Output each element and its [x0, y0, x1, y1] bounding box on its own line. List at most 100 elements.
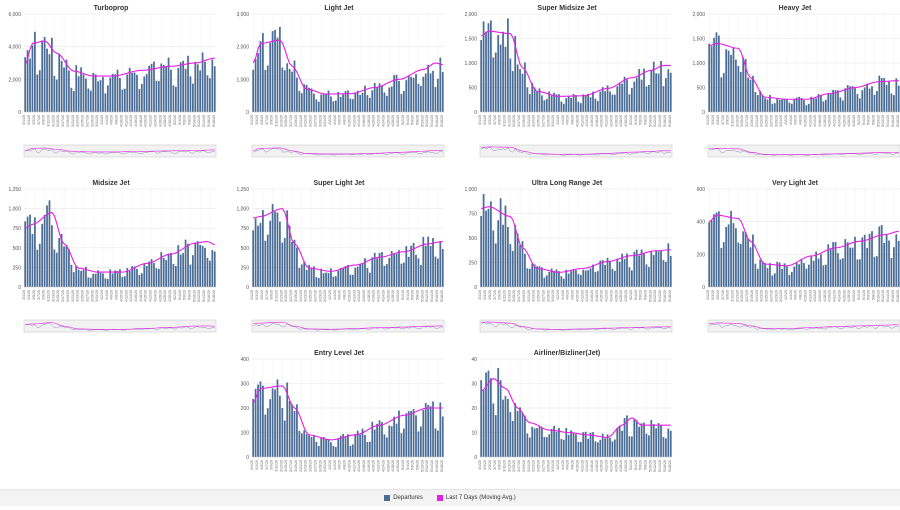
departure-bar[interactable]: [41, 40, 44, 112]
departure-bar[interactable]: [798, 96, 800, 112]
departure-bar[interactable]: [136, 268, 138, 287]
departure-bar[interactable]: [851, 86, 854, 112]
departure-bar[interactable]: [744, 59, 747, 112]
departure-bar[interactable]: [543, 436, 546, 457]
departure-bar[interactable]: [502, 31, 504, 113]
departure-bar[interactable]: [800, 97, 803, 112]
departure-bar[interactable]: [274, 389, 276, 457]
departure-bar[interactable]: [616, 86, 619, 112]
departure-bar[interactable]: [565, 427, 568, 457]
departure-bar[interactable]: [575, 434, 577, 457]
departure-bar[interactable]: [145, 74, 148, 112]
departure-bar[interactable]: [102, 77, 104, 112]
departure-bar[interactable]: [354, 433, 357, 457]
departure-bar[interactable]: [257, 53, 259, 112]
departure-bar[interactable]: [482, 389, 485, 457]
departure-bar[interactable]: [439, 57, 442, 112]
departure-bar[interactable]: [519, 245, 521, 287]
departure-bar[interactable]: [630, 436, 633, 457]
departure-bar[interactable]: [805, 105, 808, 112]
departure-bar[interactable]: [482, 193, 485, 287]
departure-bar[interactable]: [432, 401, 434, 457]
departure-bar[interactable]: [861, 237, 864, 287]
departure-bar[interactable]: [533, 87, 536, 112]
departure-bar[interactable]: [393, 416, 396, 457]
departure-bar[interactable]: [269, 399, 272, 457]
departure-bar[interactable]: [325, 272, 327, 287]
departure-bar[interactable]: [516, 233, 519, 287]
departure-bar[interactable]: [298, 267, 301, 287]
navigator[interactable]: [251, 144, 445, 158]
departure-bar[interactable]: [771, 275, 774, 287]
departure-bar[interactable]: [262, 210, 264, 287]
departure-bar[interactable]: [764, 98, 766, 112]
departure-bar[interactable]: [206, 75, 209, 112]
departure-bar[interactable]: [145, 265, 148, 287]
departure-bar[interactable]: [565, 269, 568, 287]
departure-bar[interactable]: [89, 90, 92, 112]
departure-bar[interactable]: [58, 53, 61, 112]
departure-bar[interactable]: [778, 262, 781, 287]
departure-bar[interactable]: [286, 63, 289, 112]
departure-bar[interactable]: [781, 268, 783, 287]
departure-bar[interactable]: [347, 264, 349, 287]
departure-bar[interactable]: [177, 67, 180, 112]
departure-bar[interactable]: [133, 72, 136, 112]
departure-bar[interactable]: [87, 88, 90, 112]
departure-bar[interactable]: [739, 243, 742, 287]
departure-bar[interactable]: [541, 267, 543, 287]
departure-bar[interactable]: [99, 272, 102, 287]
departure-bar[interactable]: [80, 270, 82, 287]
departure-bar[interactable]: [890, 257, 893, 287]
departure-bar[interactable]: [359, 434, 361, 457]
departure-bar[interactable]: [373, 252, 376, 287]
moving-average-line[interactable]: [481, 206, 671, 273]
departure-bar[interactable]: [893, 95, 895, 112]
departure-bar[interactable]: [737, 242, 740, 287]
departure-bar[interactable]: [516, 410, 519, 457]
departure-bar[interactable]: [254, 218, 257, 287]
moving-average-line[interactable]: [252, 385, 443, 441]
departure-bar[interactable]: [80, 67, 82, 112]
departure-bar[interactable]: [499, 380, 502, 457]
departure-bar[interactable]: [487, 23, 490, 112]
departure-bar[interactable]: [398, 410, 400, 457]
departure-bar[interactable]: [533, 428, 536, 457]
departure-bar[interactable]: [165, 66, 168, 112]
departure-bar[interactable]: [846, 85, 849, 112]
departure-bar[interactable]: [533, 264, 536, 287]
departure-bar[interactable]: [320, 94, 323, 112]
departure-bar[interactable]: [412, 242, 415, 287]
departure-bar[interactable]: [871, 86, 873, 112]
departure-bar[interactable]: [766, 268, 769, 287]
departure-bar[interactable]: [89, 277, 92, 287]
departure-bar[interactable]: [856, 259, 859, 287]
departure-bar[interactable]: [485, 31, 487, 112]
departure-bar[interactable]: [769, 94, 771, 112]
departure-bar[interactable]: [648, 84, 650, 112]
departure-bar[interactable]: [293, 60, 296, 112]
departure-bar[interactable]: [829, 93, 832, 112]
departure-bar[interactable]: [77, 269, 80, 287]
departure-bar[interactable]: [385, 95, 388, 112]
departure-bar[interactable]: [184, 239, 187, 287]
departure-bar[interactable]: [754, 92, 757, 112]
departure-bar[interactable]: [599, 260, 602, 287]
departure-bar[interactable]: [131, 266, 133, 287]
departure-bar[interactable]: [485, 372, 487, 457]
departure-bar[interactable]: [652, 61, 655, 112]
departure-bar[interactable]: [798, 264, 800, 287]
departure-bar[interactable]: [630, 88, 633, 112]
departure-bar[interactable]: [795, 97, 798, 112]
departure-bar[interactable]: [742, 231, 745, 287]
departure-bar[interactable]: [609, 261, 611, 287]
departure-bar[interactable]: [75, 265, 78, 287]
departure-bar[interactable]: [410, 245, 413, 287]
departure-bar[interactable]: [861, 90, 864, 112]
departure-bar[interactable]: [209, 260, 211, 287]
departure-bar[interactable]: [351, 444, 354, 457]
departure-bar[interactable]: [606, 257, 609, 287]
departure-bar[interactable]: [621, 430, 624, 457]
departure-bar[interactable]: [264, 414, 267, 457]
departure-bar[interactable]: [504, 46, 507, 112]
